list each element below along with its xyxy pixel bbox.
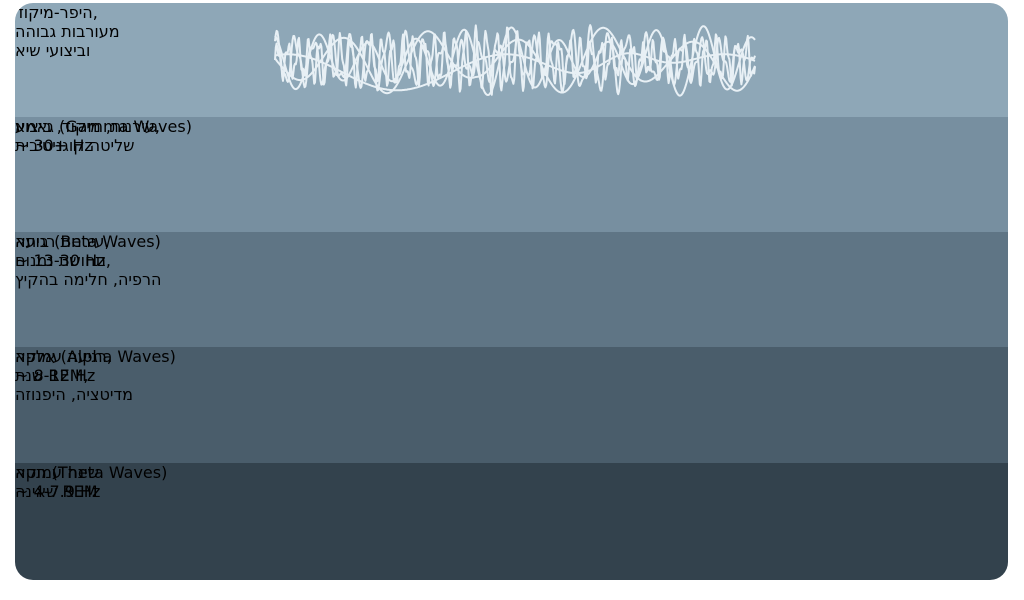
frequency: ~ 30+ Hz bbox=[15, 136, 93, 155]
wave-line bbox=[274, 52, 756, 92]
description-line: מדיטציה, היפנוזה bbox=[15, 385, 134, 404]
description: רגיעה עמוקה, שנת REM, מדיטציה, היפנוזה bbox=[15, 347, 1008, 463]
description-line: עירנות רגועה, bbox=[15, 232, 110, 251]
infographic: היפר-מיקוד, מעורבות גבוהה וביצועי שיא גאמא … bbox=[15, 3, 1008, 580]
description-line: שנת REM, bbox=[15, 366, 89, 385]
description-line: שינה עמוקה bbox=[15, 463, 99, 482]
wave-row: עירנות רגועה, תחושת נמנום, הרפיה, חלימה בה… bbox=[15, 25, 1008, 385]
description-line: וביצועי שיא bbox=[15, 41, 91, 60]
description-line: שאינה REM bbox=[15, 482, 98, 501]
wave-name: ביתא (Beta Waves) bbox=[15, 232, 161, 251]
wave-line bbox=[274, 25, 756, 97]
description-line: עירנות, מיקוד, ביצוע, bbox=[15, 117, 160, 136]
waveform bbox=[274, 26, 756, 95]
description: היפר-מיקוד, מעורבות גבוהה וביצועי שיא bbox=[15, 3, 1008, 117]
description-line: תחושת נמנום, bbox=[15, 251, 112, 270]
wave-row: עירנות, מיקוד, ביצוע, שליטה קוגניטיבית בית… bbox=[15, 24, 1008, 270]
waveform bbox=[274, 52, 756, 92]
wave-name: גאמא (Gamma Waves) bbox=[15, 117, 192, 136]
waveform bbox=[274, 25, 756, 97]
wave-line bbox=[274, 26, 756, 95]
wave-row: רגיעה עמוקה, שנת REM, מדיטציה, היפנוזה תטא … bbox=[15, 26, 1008, 501]
frequency: ~ 4-7.9 Hz bbox=[15, 482, 101, 501]
description: עירנות רגועה, תחושת נמנום, הרפיה, חלימה בה… bbox=[15, 232, 1008, 347]
description: עירנות, מיקוד, ביצוע, שליטה קוגניטיבית bbox=[15, 117, 1008, 232]
wave-row: היפר-מיקוד, מעורבות גבוהה וביצועי שיא גאמא … bbox=[15, 3, 1008, 155]
frequency: ~ 13-30 Hz bbox=[15, 251, 106, 270]
frequency: ~ 8-12 Hz bbox=[15, 366, 96, 385]
description-line: מעורבות גבוהה bbox=[15, 22, 120, 41]
waveform bbox=[274, 24, 756, 96]
description-line: שליטה קוגניטיבית bbox=[15, 136, 135, 155]
wave-name: אלפא (Alpha Waves) bbox=[15, 347, 176, 366]
description-line: היפר-מיקוד, bbox=[15, 3, 98, 22]
wave-name: תטא (Theta Waves) bbox=[15, 463, 168, 482]
description-line: רגיעה עמוקה, bbox=[15, 347, 112, 366]
wave-line bbox=[274, 24, 756, 96]
description: שינה עמוקה שאינה REM bbox=[15, 463, 1008, 580]
description-line: הרפיה, חלימה בהקיץ bbox=[15, 270, 162, 289]
